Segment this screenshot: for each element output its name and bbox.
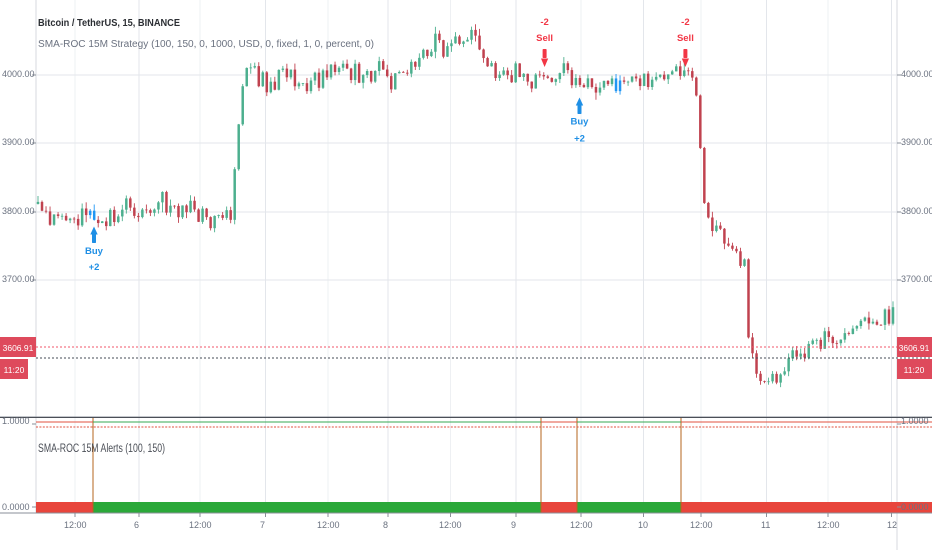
svg-text:3606.91: 3606.91	[899, 343, 930, 353]
svg-text:Buy: Buy	[571, 117, 590, 128]
svg-text:+2: +2	[89, 262, 100, 273]
svg-text:11:20: 11:20	[904, 365, 925, 375]
svg-text:11:20: 11:20	[4, 365, 25, 375]
svg-text:Buy: Buy	[85, 246, 104, 257]
svg-text:Sell: Sell	[536, 33, 553, 44]
svg-text:SMA-ROC 15M Alerts (100, 150): SMA-ROC 15M Alerts (100, 150)	[38, 443, 165, 455]
svg-text:3606.91: 3606.91	[3, 343, 34, 353]
svg-text:-2: -2	[681, 17, 689, 28]
svg-text:Sell: Sell	[677, 33, 694, 44]
svg-text:-2: -2	[540, 17, 548, 28]
svg-text:Bitcoin / TetherUS, 15, BINANC: Bitcoin / TetherUS, 15, BINANCE	[38, 18, 180, 29]
svg-text:SMA-ROC 15M Strategy (100, 150: SMA-ROC 15M Strategy (100, 150, 0, 1000,…	[38, 39, 374, 50]
svg-text:+2: +2	[574, 134, 585, 145]
